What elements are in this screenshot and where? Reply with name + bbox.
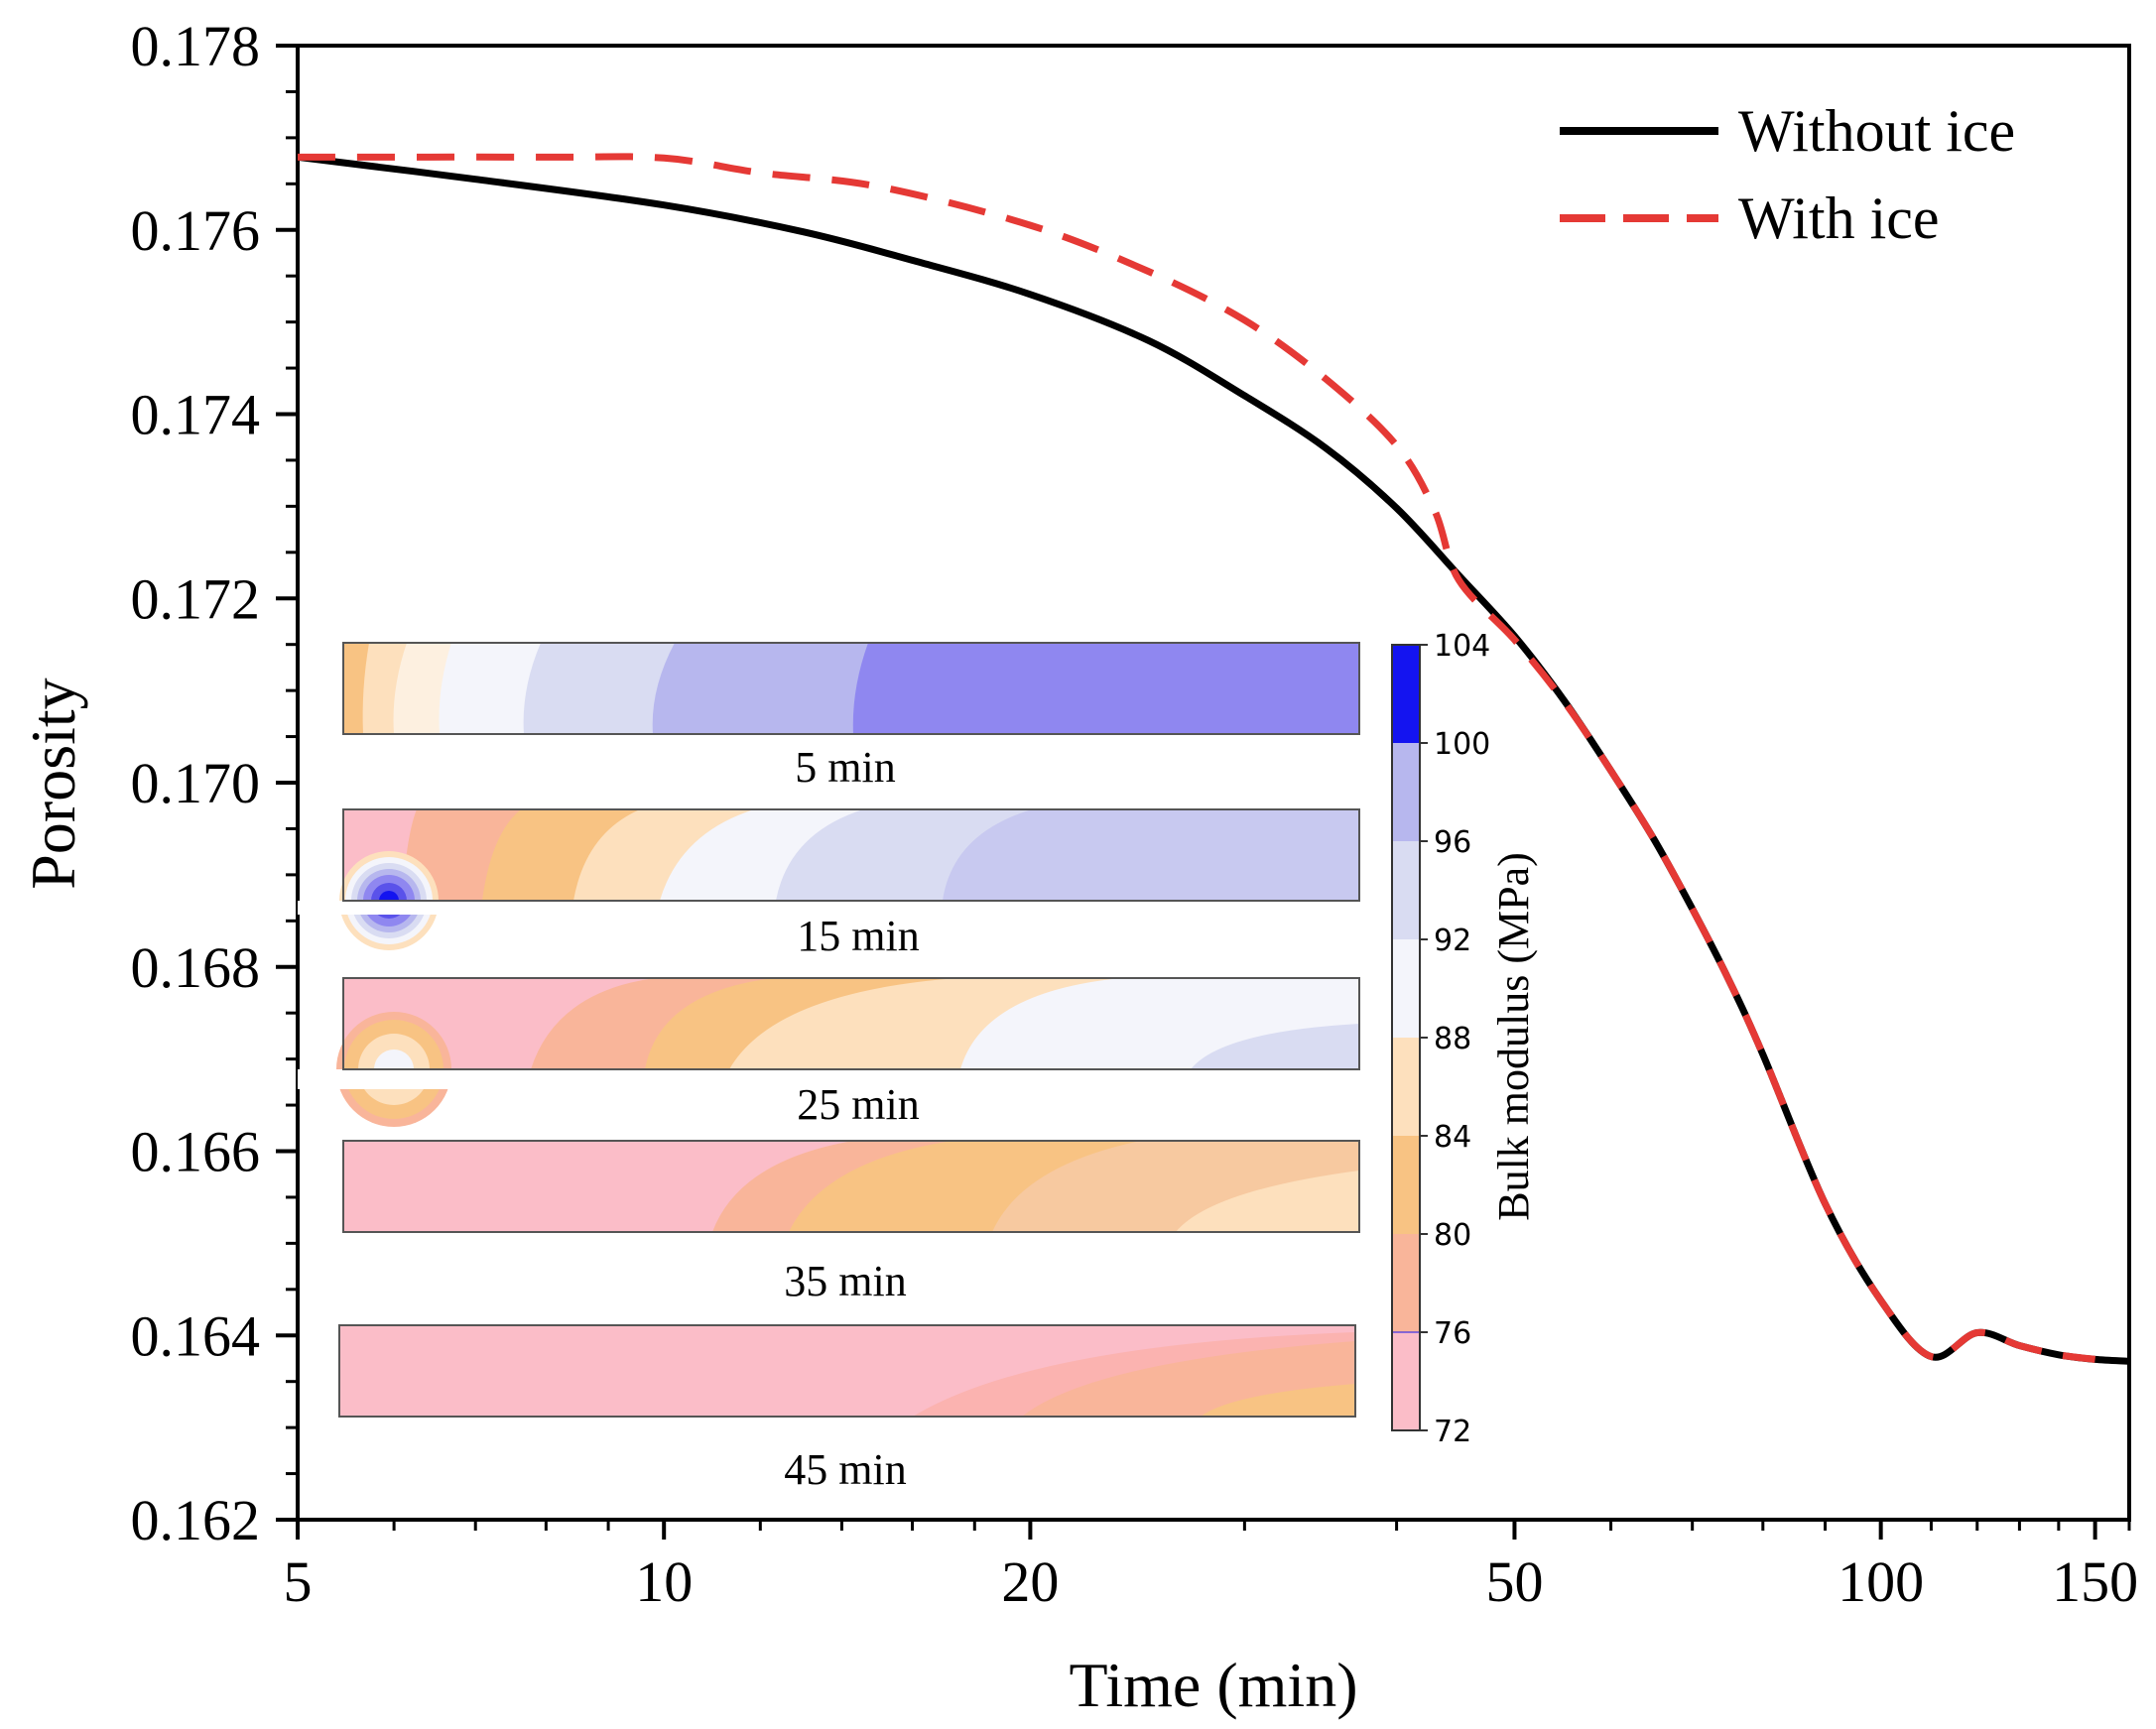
- colorbar-tick-label: 84: [1434, 1120, 1471, 1155]
- x-tick-label: 150: [2052, 1549, 2138, 1614]
- y-axis-ticks: 0.162 0.164 0.166 0.168 0.170 0.172 0.174 0.176…: [131, 14, 298, 1552]
- colorbar-tick-label: 76: [1434, 1316, 1471, 1351]
- colorbar-tick-label: 104: [1434, 629, 1490, 664]
- colorbar-segment: [1392, 1038, 1420, 1136]
- x-axis-ticks: 5 10 20 50 100 150: [284, 1520, 2138, 1614]
- legend-label-without-ice: Without ice: [1738, 98, 2015, 164]
- x-tick-label: 100: [1838, 1549, 1924, 1614]
- panel-35min-band: [1176, 1171, 1359, 1232]
- colorbar-tick-label: 96: [1434, 825, 1471, 860]
- y-tick-label: 0.170: [131, 751, 261, 815]
- panel-15min-frame: [342, 808, 1360, 902]
- x-tick-label: 20: [1001, 1549, 1059, 1614]
- colorbar-tick-label: 80: [1434, 1218, 1471, 1253]
- panel-5min-band: [343, 643, 369, 734]
- panel-label-35min: 35 min: [784, 1257, 906, 1305]
- y-tick-label: 0.168: [131, 935, 261, 1000]
- panel-25min-band: [1191, 1024, 1359, 1069]
- series-line-with-ice: [298, 153, 2096, 1363]
- contour-panel-15min: [298, 808, 1360, 950]
- inset-contours: 5 min 15 min 25 min 35 min 45 min 72 76 80…: [298, 629, 1538, 1494]
- colorbar-tick-label: 100: [1434, 727, 1490, 762]
- panel-5min-frame: [342, 642, 1360, 735]
- y-axis-title: Porosity: [18, 678, 88, 889]
- y-tick-label: 0.162: [131, 1488, 261, 1552]
- panel-25min-frame: [342, 977, 1360, 1070]
- colorbar-top-cap: [1392, 1331, 1420, 1333]
- panel-45min-band: [1201, 1384, 1355, 1417]
- panel-15min-white: [298, 901, 446, 915]
- x-axis-title: Time (min): [1070, 1650, 1358, 1720]
- legend-label-with-ice: With ice: [1738, 185, 1940, 251]
- colorbar-segment: [1392, 939, 1420, 1038]
- colorbar-segment: [1392, 743, 1420, 841]
- colorbar-tick-label: 72: [1434, 1415, 1471, 1449]
- panel-label-45min: 45 min: [784, 1445, 906, 1494]
- y-tick-label: 0.166: [131, 1120, 261, 1184]
- plot-frame: [296, 44, 2131, 1522]
- panel-45min-frame: [338, 1324, 1356, 1418]
- y-tick-label: 0.178: [131, 14, 261, 78]
- y-tick-label: 0.164: [131, 1303, 261, 1368]
- x-tick-label: 50: [1485, 1549, 1543, 1614]
- colorbar-segment: [1392, 841, 1420, 939]
- colorbar-tick-label: 92: [1434, 924, 1471, 958]
- panel-25min-white: [298, 1069, 466, 1089]
- colorbar-segment: [1392, 1234, 1420, 1332]
- legend: Without ice With ice: [1560, 98, 2015, 251]
- panel-35min-frame: [342, 1140, 1360, 1233]
- colorbar-segment: [1392, 1136, 1420, 1234]
- colorbar-tick-label: 88: [1434, 1022, 1471, 1056]
- panel-label-15min: 15 min: [797, 912, 919, 960]
- colorbar-segment: [1392, 1332, 1420, 1430]
- contour-panel-5min: [342, 642, 1360, 735]
- colorbar-segment: [1392, 645, 1420, 743]
- x-tick-label: 10: [635, 1549, 693, 1614]
- contour-panel-35min: [342, 1140, 1360, 1233]
- panel-label-5min: 5 min: [795, 743, 895, 792]
- series-layer: [298, 153, 2129, 1365]
- contour-panel-45min: [338, 1324, 1356, 1418]
- y-tick-label: 0.174: [131, 383, 261, 447]
- y-tick-label: 0.176: [131, 198, 261, 263]
- colorbar-title: Bulk modulus (MPa): [1489, 852, 1538, 1221]
- y-tick-label: 0.172: [131, 566, 261, 631]
- panel-label-25min: 25 min: [797, 1080, 919, 1129]
- x-tick-label: 5: [284, 1549, 313, 1614]
- contour-panel-25min: [298, 977, 1360, 1127]
- colorbar: 72 76 80 84 88 92 96 100 104: [1391, 629, 1490, 1449]
